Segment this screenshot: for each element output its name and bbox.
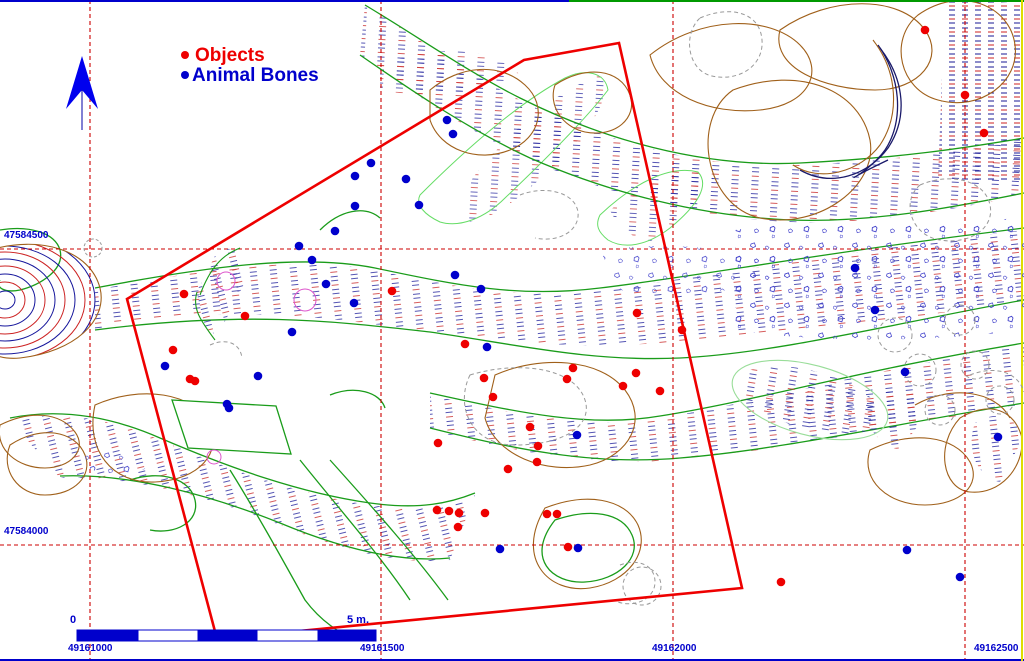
svg-text:47584000: 47584000 [4, 526, 49, 537]
svg-text:0: 0 [70, 614, 76, 626]
svg-text:47584500: 47584500 [4, 230, 49, 241]
svg-text:Animal Bones: Animal Bones [192, 65, 319, 86]
svg-text:49162500: 49162500 [974, 643, 1019, 654]
svg-text:49161500: 49161500 [360, 643, 405, 654]
svg-text:49162000: 49162000 [652, 643, 697, 654]
svg-text:49161000: 49161000 [68, 643, 113, 654]
svg-text:Objects: Objects [195, 45, 265, 66]
svg-text:5 m.: 5 m. [347, 614, 369, 626]
